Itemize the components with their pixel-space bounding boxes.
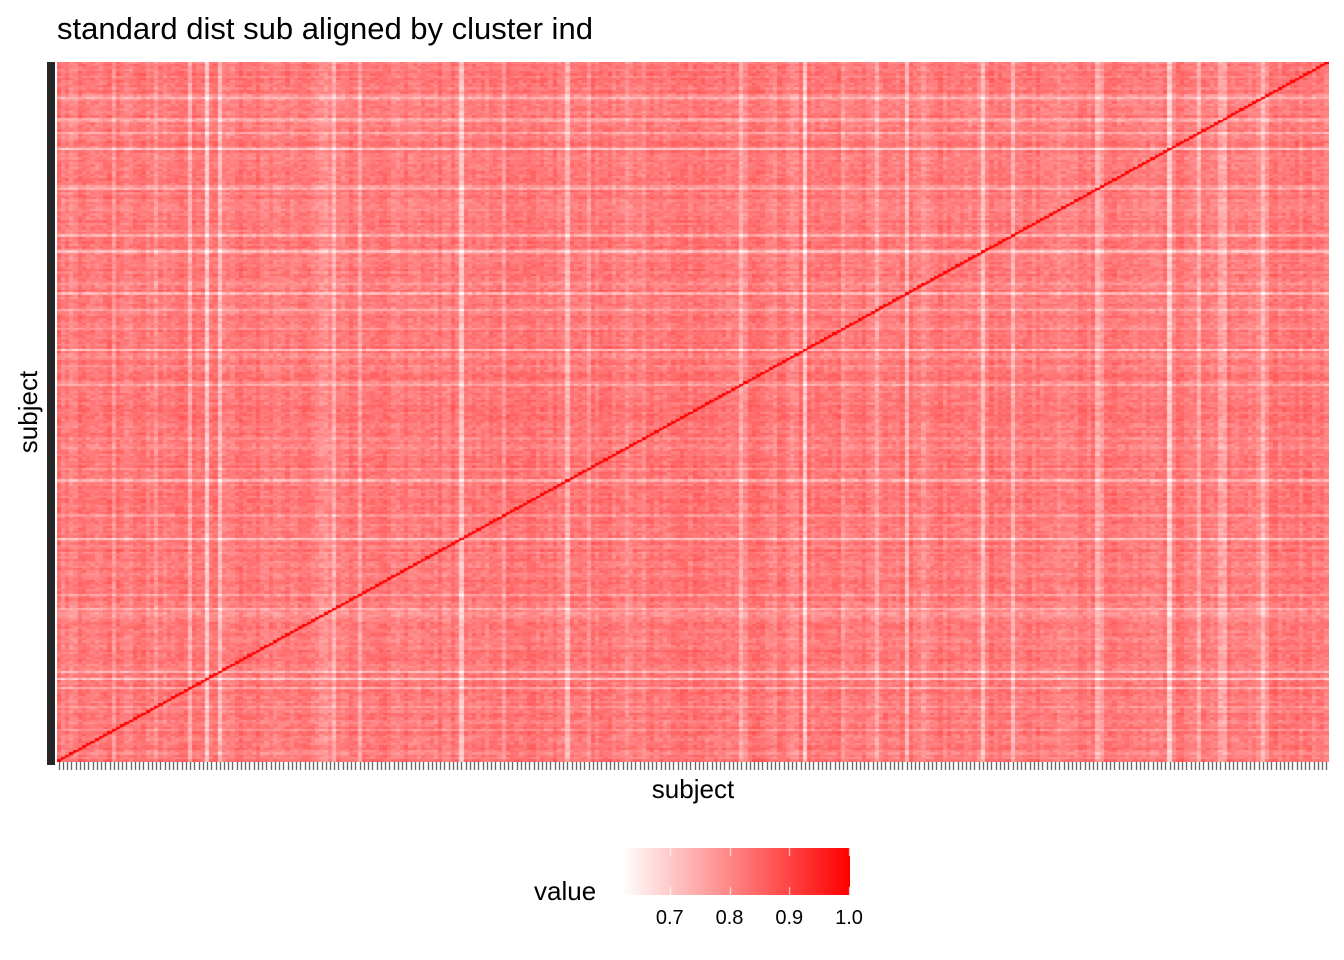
legend-label-1.0: 1.0 [835, 907, 863, 929]
legend-title: value [534, 876, 597, 906]
legend-colorbar [622, 848, 850, 895]
x-axis-ticks [57, 762, 1329, 770]
heatmap-plot-area [57, 62, 1329, 762]
legend-label-0.7: 0.7 [655, 907, 684, 929]
x-axis-label: subject [651, 774, 735, 804]
legend-label-0.9: 0.9 [775, 907, 804, 929]
legend-label-0.8: 0.8 [715, 907, 744, 929]
y-axis-line [47, 62, 55, 765]
chart-title: standard dist sub aligned by cluster ind [57, 11, 593, 46]
y-axis-label: subject [13, 370, 43, 454]
